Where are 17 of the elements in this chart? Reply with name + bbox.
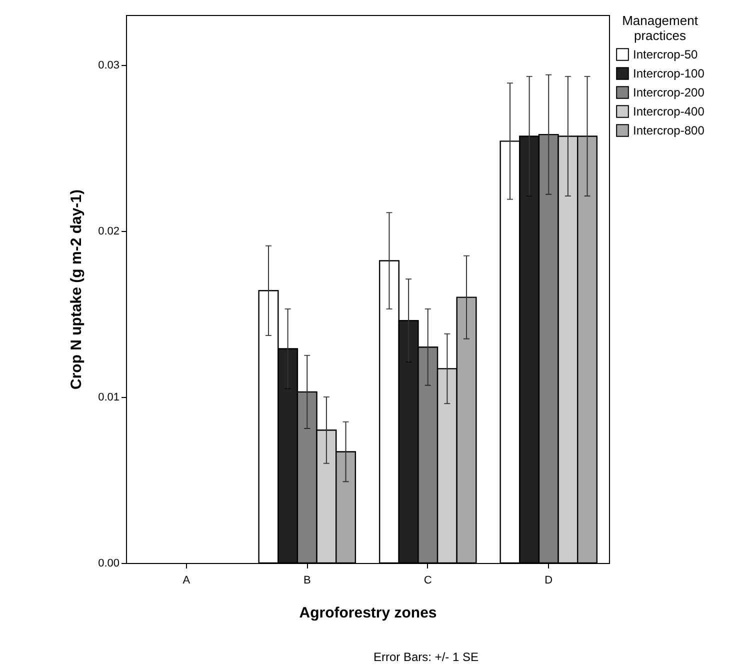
- x-tick-label: D: [544, 574, 553, 586]
- legend-label: Intercrop-400: [633, 104, 705, 118]
- y-tick-label: 0.01: [98, 391, 120, 404]
- y-axis-title: Crop N uptake (g m-2 day-1): [68, 189, 86, 390]
- x-tick-label: B: [303, 574, 311, 586]
- y-tick-label: 0.02: [98, 225, 120, 238]
- text: Error Bars: +/- 1 SE: [373, 650, 479, 664]
- y-tick-label: 0.00: [98, 558, 120, 570]
- legend-label: Intercrop-50: [633, 48, 698, 62]
- y-tick-label: 0.03: [98, 59, 120, 72]
- legend-title: Management practices: [622, 13, 698, 43]
- x-tick-label: C: [424, 574, 432, 586]
- x-axis-title: Agroforestry zones: [299, 604, 437, 622]
- legend-label: Intercrop-100: [633, 66, 705, 80]
- legend-label: Intercrop-200: [633, 86, 705, 100]
- x-tick-label: A: [182, 574, 191, 586]
- legend-label: Intercrop-800: [633, 124, 705, 138]
